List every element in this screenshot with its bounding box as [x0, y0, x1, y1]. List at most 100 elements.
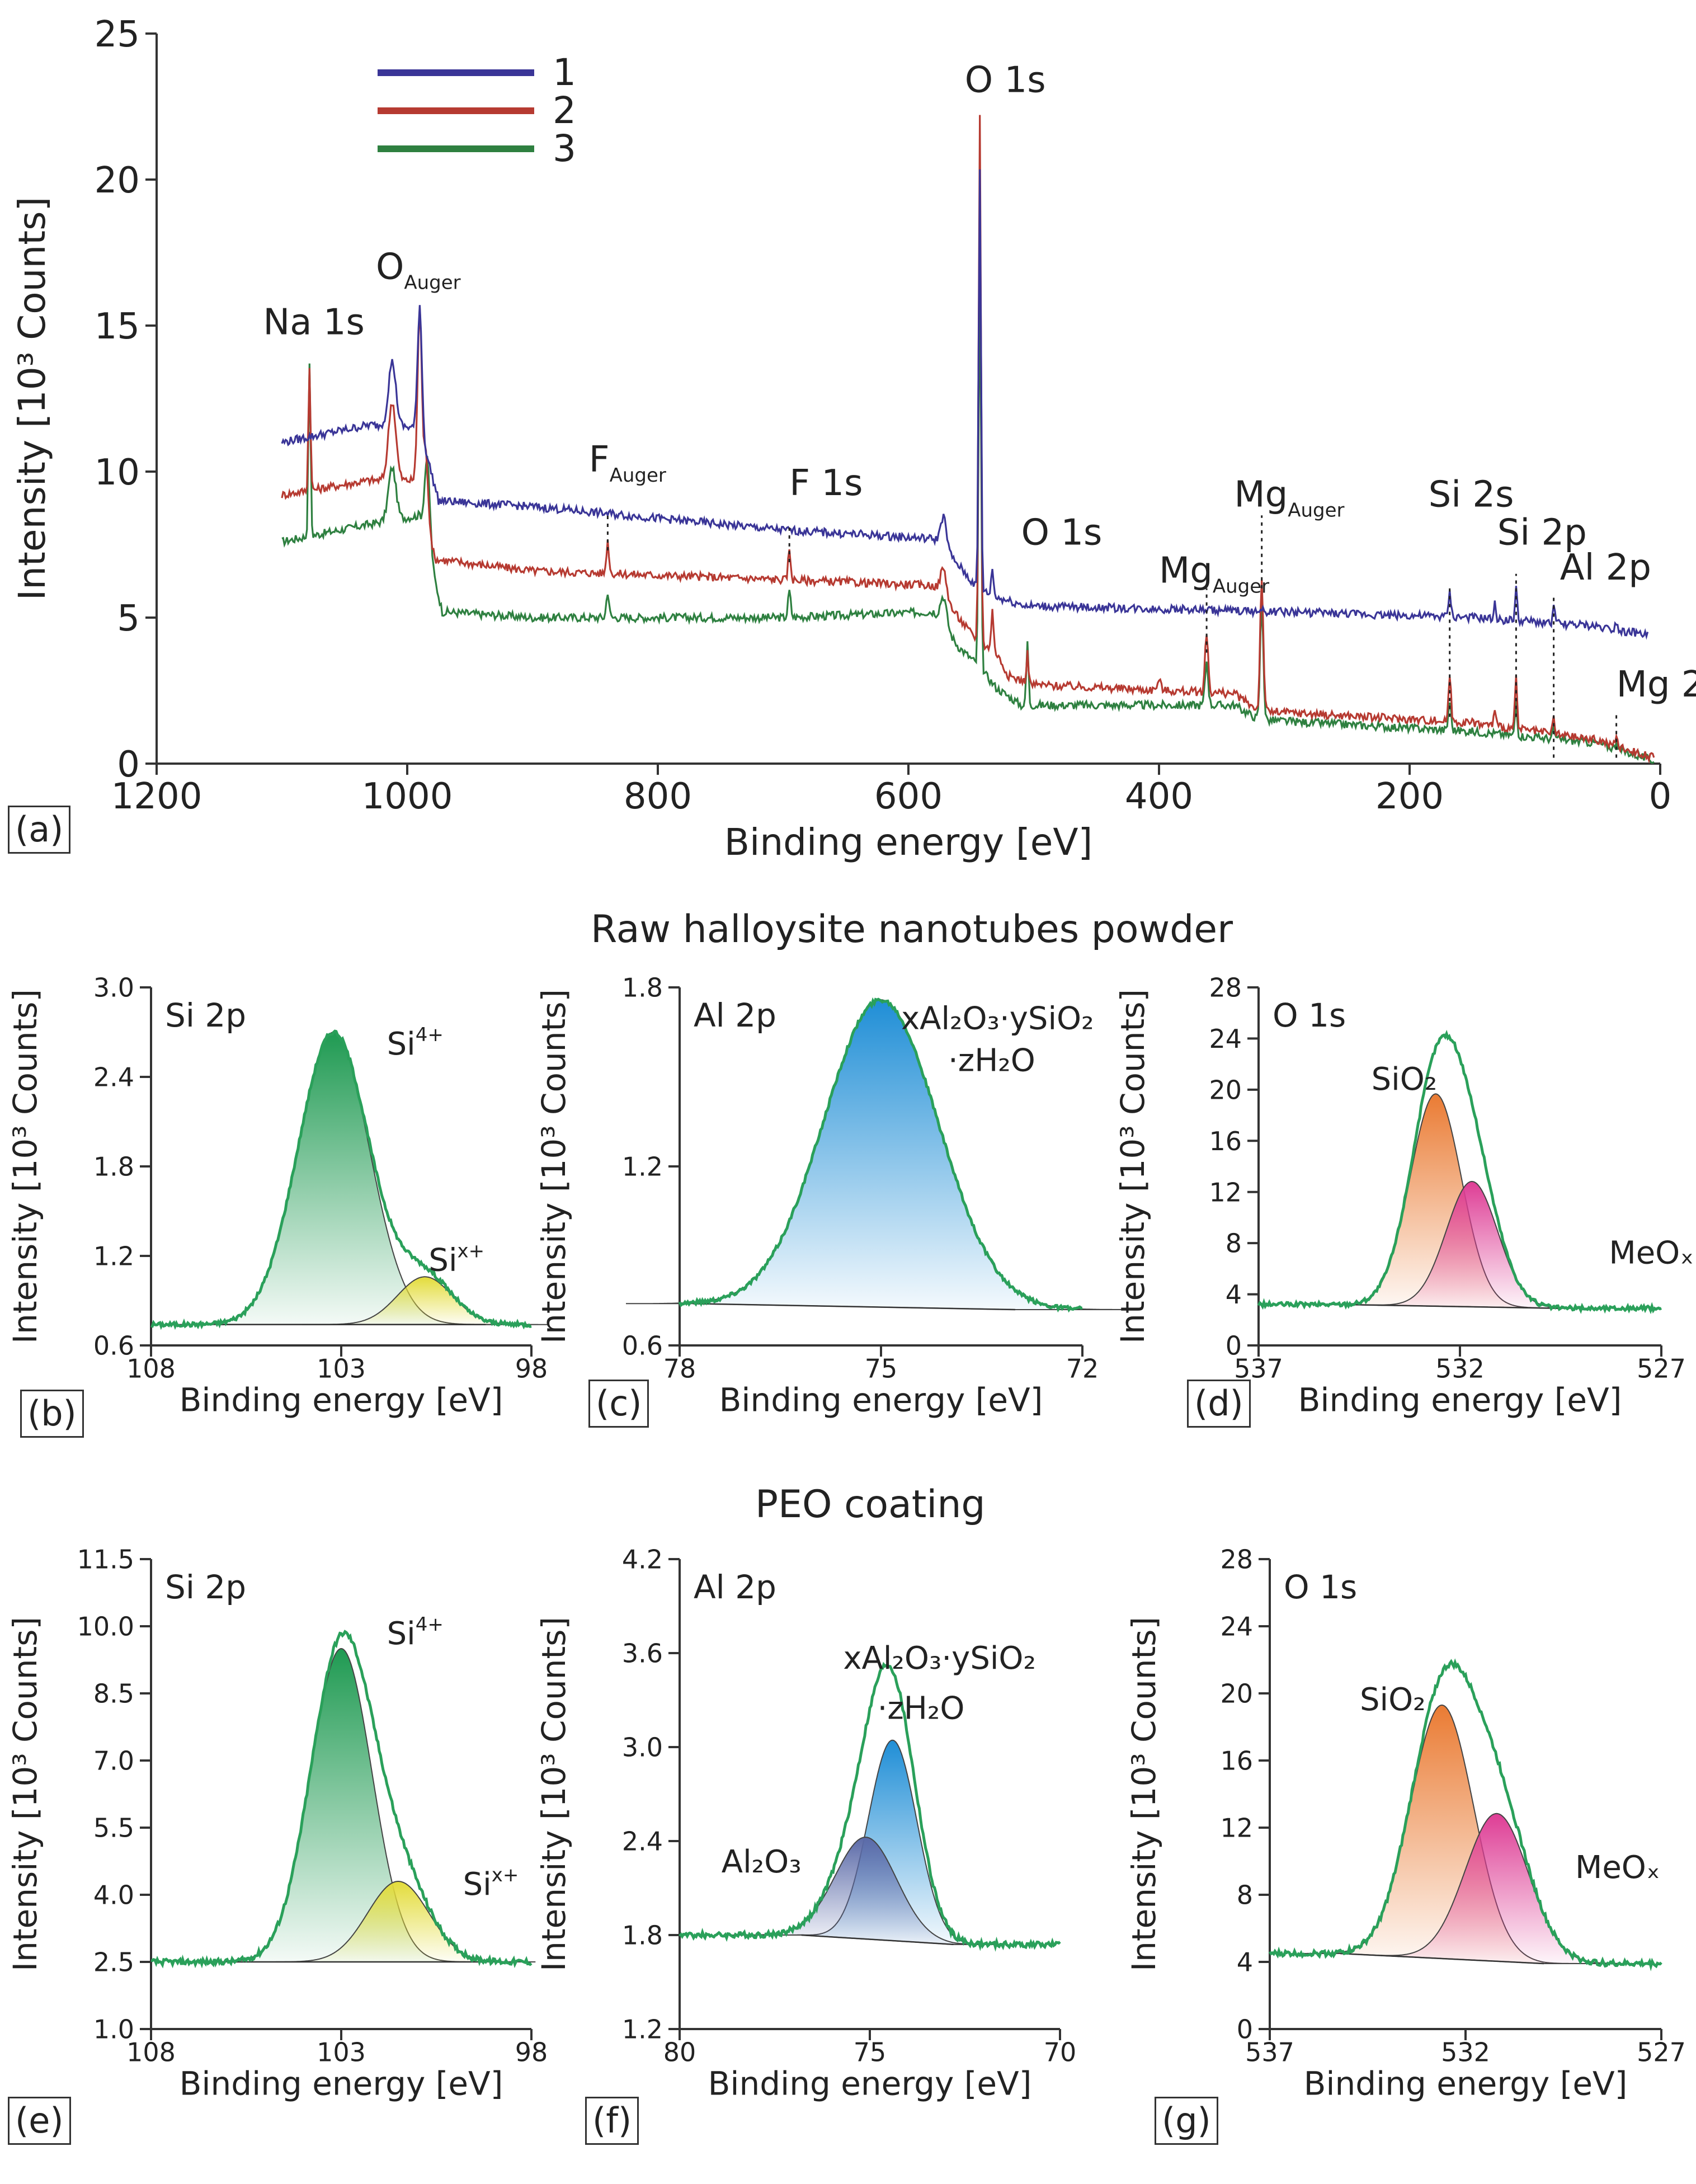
- chart-d: 537 532 527 0 4 8 12 16 20 24 28 Binding energy [eV…: [1114, 973, 1694, 1419]
- x-tick-label: 1200: [111, 776, 202, 817]
- y-tick-label: 4.2: [622, 1545, 663, 1575]
- envelope-line: [679, 1661, 1061, 1952]
- x-tick-label: 532: [1435, 1354, 1485, 1384]
- y-tick-label: 16: [1220, 1746, 1253, 1776]
- component-area-0: [204, 1648, 479, 1962]
- component-label: Six+: [463, 1864, 519, 1903]
- legend-label-3: 3: [553, 127, 576, 170]
- y-tick-label: 20: [95, 160, 140, 201]
- x-axis-label: Binding energy [eV]: [180, 1381, 503, 1419]
- y-tick-label: 3.0: [93, 973, 134, 1003]
- legend-label-1: 1: [553, 51, 576, 94]
- y-tick-label: 4.0: [93, 1880, 134, 1910]
- x-tick-label: 537: [1245, 2037, 1294, 2068]
- y-tick-label: 11.5: [77, 1545, 134, 1575]
- x-tick-label: 72: [1066, 1354, 1099, 1384]
- y-tick-label: 0.6: [93, 1331, 134, 1361]
- y-axis-label: Intensity [10³ Counts]: [535, 1617, 573, 1971]
- y-tick-label: 2.5: [93, 1947, 134, 1978]
- x-tick-label: 527: [1637, 2037, 1686, 2068]
- y-tick-label: 24: [1209, 1024, 1242, 1054]
- x-tick-label: 103: [317, 2037, 366, 2068]
- peak-label: O 1s: [965, 59, 1046, 101]
- series-1-line: [281, 169, 1649, 640]
- y-tick-label: 2.4: [622, 1827, 663, 1857]
- y-tick-label: 10.0: [77, 1612, 134, 1642]
- x-axis-label: Binding energy [eV]: [1298, 1381, 1622, 1419]
- x-axis-label: Binding energy [eV]: [1304, 2064, 1628, 2102]
- section-title-raw: Raw halloysite nanotubes powder: [591, 907, 1233, 952]
- y-tick-label: 24: [1220, 1612, 1253, 1642]
- envelope-line: [678, 997, 1083, 1313]
- y-tick-label: 10: [95, 452, 140, 493]
- y-tick-label: 12: [1209, 1177, 1242, 1207]
- y-tick-label: 0.6: [622, 1331, 663, 1361]
- x-tick-label: 98: [515, 2037, 548, 2068]
- y-tick-label: 8: [1237, 1880, 1253, 1910]
- x-tick-label: 200: [1375, 776, 1444, 817]
- component-area-0: [626, 999, 1136, 1310]
- y-axis-label: Intensity [10³ Counts]: [1114, 989, 1152, 1344]
- x-tick-label: 108: [126, 1354, 176, 1384]
- peak-label: MgAuger: [1234, 474, 1344, 522]
- x-axis-label: Binding energy [eV]: [724, 821, 1093, 864]
- y-tick-label: 1.0: [93, 2014, 134, 2045]
- panel-label-g: (g): [1155, 2097, 1218, 2145]
- chart-c: 78 75 72 0.6 1.2 1.8 Binding energy [eV] Intens…: [535, 973, 1136, 1419]
- component-label: SiO₂: [1372, 1061, 1438, 1098]
- peak-label: Si 2s: [1429, 474, 1514, 516]
- component-label: MeOₓ: [1609, 1235, 1694, 1272]
- y-tick-label: 8: [1226, 1228, 1242, 1259]
- peak-label: F 1s: [789, 463, 863, 504]
- panel-title: Si 2p: [165, 996, 246, 1034]
- panel-label-e: (e): [8, 2097, 71, 2145]
- y-tick-label: 1.8: [622, 973, 663, 1003]
- component-label: xAl₂O₃·ySiO₂: [843, 1640, 1036, 1677]
- peak-label: O 1s: [1021, 512, 1103, 554]
- y-tick-label: 1.8: [622, 1921, 663, 1951]
- y-tick-label: 16: [1209, 1126, 1242, 1156]
- x-axis-label: Binding energy [eV]: [719, 1381, 1043, 1419]
- background-line: [1339, 1303, 1561, 1309]
- peak-label: Si 2p: [1497, 512, 1587, 554]
- y-tick-label: 4: [1226, 1279, 1242, 1310]
- peak-label: OAuger: [376, 246, 461, 294]
- component-label: ·zH₂O: [948, 1042, 1035, 1079]
- x-tick-label: 0: [1649, 776, 1672, 817]
- x-tick-label: 75: [854, 2037, 887, 2068]
- y-tick-label: 1.2: [93, 1241, 134, 1272]
- background-line: [801, 1934, 954, 1946]
- y-tick-label: 12: [1220, 1813, 1253, 1843]
- peak-label: Al 2p: [1560, 547, 1651, 589]
- legend: 123: [378, 51, 576, 170]
- y-tick-label: 2.4: [93, 1062, 134, 1093]
- x-tick-label: 527: [1637, 1354, 1686, 1384]
- x-axis-label: Binding energy [eV]: [708, 2064, 1032, 2102]
- component-label: Si4+: [387, 1024, 444, 1062]
- x-tick-label: 80: [663, 2037, 696, 2068]
- x-tick-label: 1000: [362, 776, 453, 817]
- y-axis-label: Intensity [10³ Counts]: [6, 1617, 44, 1971]
- x-tick-label: 800: [624, 776, 692, 817]
- y-tick-label: 0: [1226, 1331, 1242, 1361]
- panel-title: Al 2p: [694, 996, 776, 1034]
- component-label: Si4+: [387, 1613, 444, 1652]
- component-label: Al₂O₃: [722, 1844, 802, 1880]
- series-3-line: [281, 263, 1655, 764]
- envelope-line: [1257, 1029, 1662, 1315]
- y-tick-label: 1.8: [93, 1152, 134, 1182]
- y-tick-label: 15: [95, 306, 140, 347]
- envelope-line: [1268, 1658, 1662, 1971]
- panel-title: O 1s: [1273, 996, 1346, 1034]
- chart-f: 80 75 70 1.2 1.8 2.4 3.0 3.6 4.2 Binding energy […: [535, 1545, 1076, 2103]
- background-line: [1340, 1952, 1544, 1965]
- chart-e: 108 103 98 1.0 2.5 4.0 5.5 7.0 8.5 10.0 11.5 Bindin…: [6, 1545, 548, 2103]
- y-tick-label: 5.5: [93, 1813, 134, 1843]
- component-label: xAl₂O₃·ySiO₂: [901, 1001, 1094, 1037]
- peak-label: FAuger: [589, 439, 666, 487]
- y-axis-label: Intensity [10³ Counts]: [535, 989, 573, 1344]
- x-tick-label: 600: [874, 776, 943, 817]
- envelope-line: [150, 1630, 533, 1969]
- y-tick-label: 0: [117, 744, 140, 785]
